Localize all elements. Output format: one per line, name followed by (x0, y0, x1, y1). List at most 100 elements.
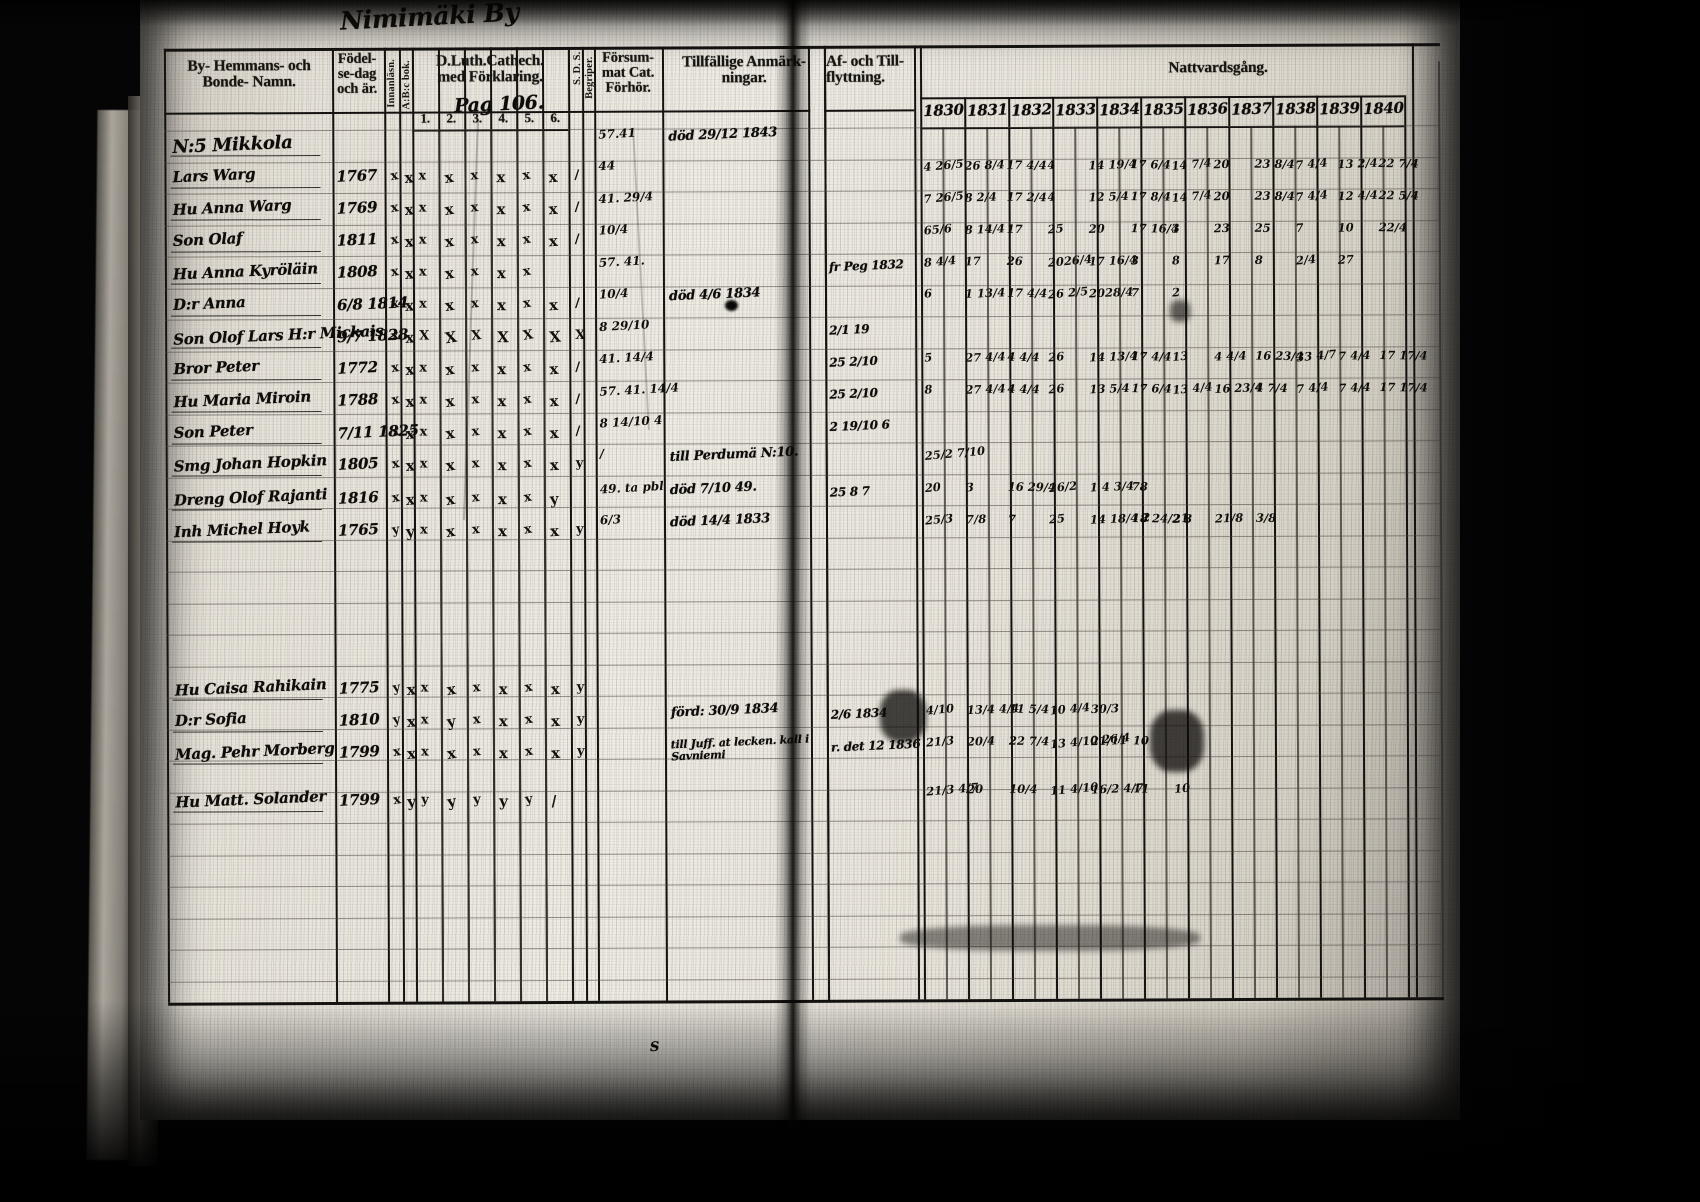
communion-entry: 23 (1212, 220, 1230, 236)
catechism-mark: x (521, 295, 532, 312)
catechism-mark: x (444, 521, 457, 542)
vertical-rule (661, 46, 669, 1001)
catechism-mark: x (392, 792, 403, 809)
catechism-mark: x (419, 522, 428, 538)
entry-name: Hu Caisa Rahikain (174, 675, 327, 700)
book-gutter-shadow (775, 0, 811, 1130)
communion-entry: 11 (1132, 781, 1150, 796)
communion-entry: 26 (1047, 381, 1066, 397)
catechism-mark: x (471, 424, 480, 440)
entry-birth-year: 1810 (338, 710, 380, 730)
catechism-mark: x (419, 360, 428, 376)
catechism-mark: x (496, 296, 507, 315)
catechism-mark: / (575, 359, 581, 375)
vertical-rule (1162, 126, 1169, 999)
communion-entry: 20 (924, 479, 942, 496)
catechism-mark: y (472, 792, 482, 808)
catechism-mark: x (497, 456, 507, 475)
catechism-mark: x (496, 200, 506, 219)
communion-entry: 7 4/4 (1295, 155, 1329, 173)
catechism-mark: x (498, 680, 508, 699)
catechism-mark: x (444, 391, 456, 412)
catechism-mark: y (576, 679, 585, 695)
communion-entry: 17 4/4 (1130, 349, 1172, 364)
entry-name: Hu Anna Warg (172, 195, 292, 219)
catechism-mark: X (497, 328, 509, 347)
entry-forsummat: 10/4 (598, 285, 629, 302)
communion-entry: 7 4/4 (1295, 187, 1329, 205)
vertical-rule (593, 46, 601, 1001)
paper-smudge (1150, 710, 1204, 772)
entry-name: Hu Anna Kyröläin (172, 259, 319, 284)
communion-entry: 7 (1130, 285, 1139, 300)
communion-entry: 7 (1295, 220, 1305, 236)
column-header-birth: Födel- se-dag och är. (334, 51, 380, 97)
catechism-mark: x (390, 360, 401, 377)
entry-birth-year: 1767 (336, 166, 378, 186)
communion-entry: 2028/4 (1089, 284, 1134, 301)
catechism-mark: x (549, 521, 560, 541)
entry-birth-year: 1816 (337, 488, 379, 508)
name-underline (170, 187, 321, 189)
communion-entry: 78 (1131, 479, 1148, 494)
communion-entry: 8 14/4 (964, 221, 1006, 237)
communion-entry: 14 7/4 (1170, 155, 1213, 174)
catechism-mark: x (389, 200, 400, 217)
forsummat-header-line1: Försum- (602, 49, 654, 66)
communion-entry: 7 4/4 (1296, 379, 1330, 397)
catechism-mark: x (404, 296, 415, 315)
catechism-mark: x (418, 168, 427, 184)
entry-forsummat: 57.41 (597, 125, 637, 142)
catechism-mark: y (575, 455, 584, 471)
catechism-mark: x (418, 264, 427, 280)
catechism-mark: x (523, 743, 534, 760)
entry-note: död 4/6 1834 (668, 285, 761, 305)
catechism-mark: x (404, 360, 415, 379)
communion-entry: 20 (1212, 188, 1230, 204)
catechism-mark: x (406, 680, 417, 699)
communion-entry: 3 (1130, 253, 1139, 268)
catechism-mark: x (406, 712, 417, 731)
vertical-rule (383, 47, 391, 1002)
communion-year-1836: 1836 (1186, 99, 1229, 119)
forsummat-header-line3: Förhör. (605, 79, 651, 96)
entry-birth-year: 1799 (338, 790, 381, 810)
catechism-mark: y (391, 712, 402, 729)
entry-flyttning: 2/1 19 (828, 321, 870, 338)
communion-year-1840: 1840 (1362, 98, 1405, 119)
communion-entry: 21/11 (1091, 732, 1128, 749)
catechism-mark: x (496, 168, 506, 187)
communion-entry: 17 2/4 (1006, 189, 1047, 205)
catechism-mark: x (390, 490, 401, 507)
vertical-rule (163, 48, 171, 1003)
catechism-mark: x (471, 456, 481, 472)
entry-forsummat: / (599, 446, 605, 461)
communion-entry: 26 2/5 (1047, 283, 1089, 302)
communion-entry: 25 (1047, 221, 1065, 237)
communion-entry: 13 (1171, 348, 1190, 364)
communion-entry: 25/2 7/10 (924, 443, 986, 463)
catechism-mark: x (443, 167, 455, 188)
catechism-mark: / (574, 167, 580, 183)
name-underline (172, 699, 323, 701)
catechism-mark: x (403, 168, 415, 187)
name-underline (173, 763, 324, 765)
entry-forsummat: 41. 29/4 (598, 189, 654, 207)
vertical-rule (913, 45, 921, 1000)
entry-name: Dreng Olof Rajanti (173, 485, 328, 510)
entry-note: död 7/10 49. (669, 479, 757, 499)
communion-entry: 33 4/7 (1295, 346, 1338, 365)
forsummat-header-line2: mat Cat. (601, 64, 655, 81)
entry-name: Hu Matt. Solander (174, 787, 327, 812)
communion-entry: 2/4 (1295, 251, 1317, 268)
catechism-mark: / (574, 199, 580, 215)
catechism-mark: x (522, 423, 533, 440)
communion-entry: 10/4 (1008, 781, 1038, 797)
catechism-mark: x (472, 712, 482, 728)
catechism-mark: x (390, 456, 401, 473)
communion-entry: 8 2/4 (964, 189, 998, 205)
catechism-mark: y (575, 521, 584, 537)
communion-entry: 21 (1172, 510, 1190, 526)
catechism-mark: x (444, 455, 457, 476)
entry-name: Lars Warg (172, 164, 256, 187)
